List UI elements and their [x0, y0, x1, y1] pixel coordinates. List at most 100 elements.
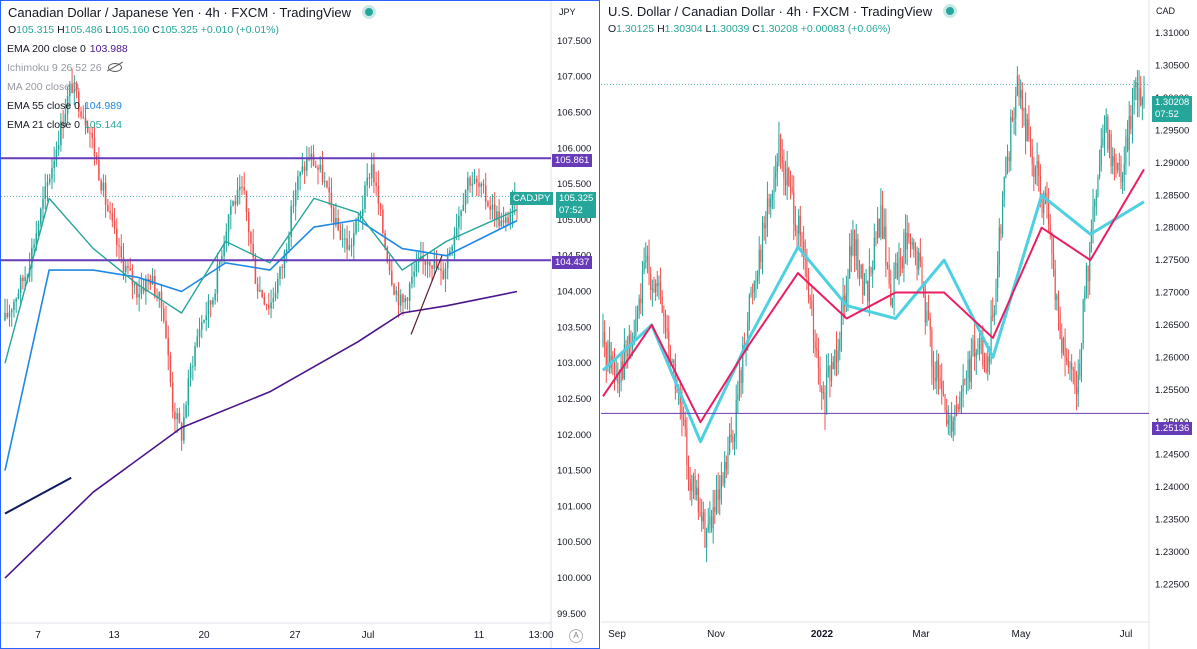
candle-body: [113, 220, 116, 229]
y-tick-label: 1.22500: [1155, 579, 1189, 590]
candle-body: [138, 293, 140, 298]
candle-body: [908, 233, 910, 238]
indicator-ma200[interactable]: MA 200 close 0: [7, 81, 79, 93]
candle-body: [681, 403, 683, 419]
candle-body: [290, 206, 292, 237]
ohlc-high: 1.30304: [664, 23, 703, 35]
candle-body: [942, 391, 944, 395]
candle-body: [1076, 387, 1078, 395]
candle-body: [799, 215, 801, 236]
candle-body: [995, 288, 997, 313]
ohlc-open: 105.315: [16, 24, 55, 36]
x-tick-label: 13:00: [528, 630, 553, 641]
candle-body: [875, 237, 877, 239]
indicator-ema55[interactable]: EMA 55 close 0 104.989: [7, 100, 122, 112]
candle-body: [140, 287, 143, 294]
eye-hidden-icon[interactable]: [107, 63, 122, 72]
candle-body: [1023, 108, 1025, 112]
candle-body: [80, 111, 82, 117]
candle-body: [337, 217, 339, 231]
candle-body: [775, 172, 777, 178]
candle-body: [1120, 163, 1122, 182]
candle-body: [366, 177, 368, 186]
y-tick-label: 1.23500: [1155, 514, 1189, 525]
usdcad-chart-panel[interactable]: 1.225001.230001.235001.240001.245001.250…: [601, 0, 1197, 649]
candle-body: [1000, 227, 1002, 234]
candle-body: [923, 282, 925, 296]
candle-body: [66, 96, 69, 114]
candle-body: [31, 247, 33, 268]
ohlc-high-label: H: [657, 23, 665, 35]
candle-body: [353, 233, 355, 246]
candle-body: [321, 164, 324, 183]
candle-body: [303, 166, 306, 171]
ohlc-open-label: O: [8, 24, 17, 36]
indicator-ema21[interactable]: EMA 21 close 0 105.144: [7, 119, 122, 131]
candle-body: [811, 300, 813, 309]
candle-body: [727, 453, 729, 470]
ohlc-open-label: O: [608, 23, 617, 35]
auto-scale-button[interactable]: A: [569, 629, 583, 643]
candle-body: [171, 382, 174, 412]
candle-body: [607, 342, 609, 367]
candle-body: [959, 396, 961, 410]
candle-body: [796, 231, 798, 234]
candle-body: [873, 237, 875, 269]
candle-body: [702, 512, 704, 522]
candle-body: [1031, 146, 1033, 165]
candle-body: [687, 465, 690, 480]
candle-body: [399, 294, 402, 306]
candle-body: [643, 262, 645, 272]
candle-body: [888, 264, 890, 284]
candle-body: [426, 261, 429, 265]
candle-body: [760, 249, 762, 262]
trendline: [4, 476, 72, 515]
candle-body: [395, 290, 398, 295]
candle-body: [842, 295, 844, 315]
candle-body: [33, 244, 35, 248]
cadjpy-chart[interactable]: 99.500 100.000 100.500 101.000 101.500 102.00…: [1, 1, 600, 649]
indicator-ichimoku[interactable]: Ichimoku 9 26 52 26: [7, 62, 122, 74]
candle-body: [714, 507, 716, 512]
candle-body: [1002, 195, 1004, 234]
last-price-tag: 105.325 07:52: [556, 192, 597, 218]
candle-body: [965, 378, 967, 380]
candle-body: [633, 335, 635, 343]
candle-body: [274, 292, 277, 299]
usdcad-chart[interactable]: 1.225001.230001.235001.240001.245001.250…: [601, 0, 1197, 649]
candle-body: [24, 277, 26, 281]
level-tag: 1.25136: [1152, 422, 1193, 435]
candle-body: [317, 167, 319, 170]
candle-body: [431, 265, 433, 269]
candle-body: [867, 280, 869, 302]
candle-body: [717, 489, 719, 500]
candle-body: [1138, 88, 1140, 100]
candle-body: [939, 378, 941, 382]
ohlc-change: +0.010 (+0.01%): [200, 24, 279, 36]
candle-body: [980, 338, 982, 340]
level-tag-lower: 104.437: [552, 256, 593, 269]
candle-body: [903, 232, 905, 269]
candle-body: [93, 137, 96, 156]
candle-body: [453, 235, 456, 247]
y-tick-label: 1.23000: [1155, 547, 1189, 558]
candle-body: [724, 461, 726, 484]
candle-body: [250, 232, 252, 244]
candle-body: [323, 181, 326, 183]
candle-body: [89, 132, 91, 134]
candle-body: [720, 475, 722, 490]
candle-body: [1122, 173, 1124, 182]
candle-body: [142, 287, 145, 292]
candle-body: [270, 302, 272, 309]
cadjpy-chart-panel[interactable]: 99.500 100.000 100.500 101.000 101.500 102.00…: [0, 0, 600, 649]
x-tick-label: Sep: [608, 629, 626, 640]
indicator-ema200[interactable]: EMA 200 close 0 103.988: [7, 43, 128, 55]
candle-body: [987, 356, 989, 372]
candle-body: [212, 299, 214, 305]
candle-body: [377, 185, 380, 204]
candle-body: [505, 217, 507, 223]
candle-body: [918, 252, 920, 270]
candle-body: [109, 210, 111, 213]
candle-body: [127, 265, 129, 269]
candle-body: [373, 164, 375, 183]
